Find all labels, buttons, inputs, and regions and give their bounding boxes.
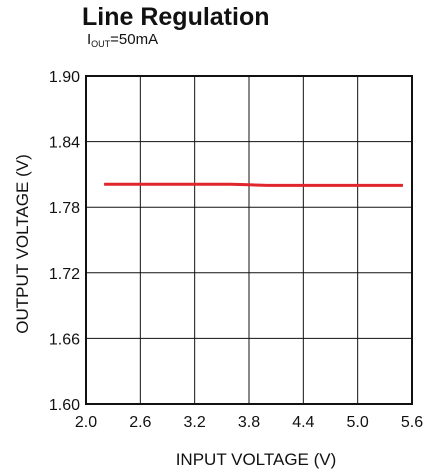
y-axis-label: OUTPUT VOLTAGE (V) xyxy=(13,154,32,333)
y-tick-label: 1.60 xyxy=(49,397,80,414)
y-tick-label: 1.66 xyxy=(49,331,80,348)
x-tick-label: 5.6 xyxy=(401,414,423,431)
y-tick-label: 1.78 xyxy=(49,200,80,217)
grid-lines xyxy=(85,75,413,405)
subtitle-prefix: I xyxy=(87,31,92,48)
subtitle-suffix: =50mA xyxy=(110,31,159,48)
x-axis-label: INPUT VOLTAGE (V) xyxy=(176,450,337,469)
chart-title: Line Regulation xyxy=(82,3,270,31)
plot-frame xyxy=(85,75,413,405)
y-tick-labels: 1.90 1.84 1.78 1.72 1.66 1.60 xyxy=(49,69,80,414)
series-layer xyxy=(104,182,403,187)
series-line-0 xyxy=(104,182,403,187)
x-tick-label: 2.6 xyxy=(129,414,151,431)
x-tick-label: 4.4 xyxy=(292,414,314,431)
x-tick-label: 5.0 xyxy=(347,414,369,431)
x-tick-labels: 2.0 2.6 3.2 3.8 4.4 5.0 5.6 xyxy=(75,414,423,431)
x-tick-label: 3.2 xyxy=(184,414,206,431)
y-tick-label: 1.84 xyxy=(49,135,80,152)
x-tick-label: 2.0 xyxy=(75,414,97,431)
y-tick-label: 1.90 xyxy=(49,69,80,86)
x-tick-label: 3.8 xyxy=(238,414,260,431)
y-tick-label: 1.72 xyxy=(49,266,80,283)
chart-subtitle: IOUT=50mA xyxy=(87,30,158,54)
subtitle-subscript: OUT xyxy=(91,39,111,49)
